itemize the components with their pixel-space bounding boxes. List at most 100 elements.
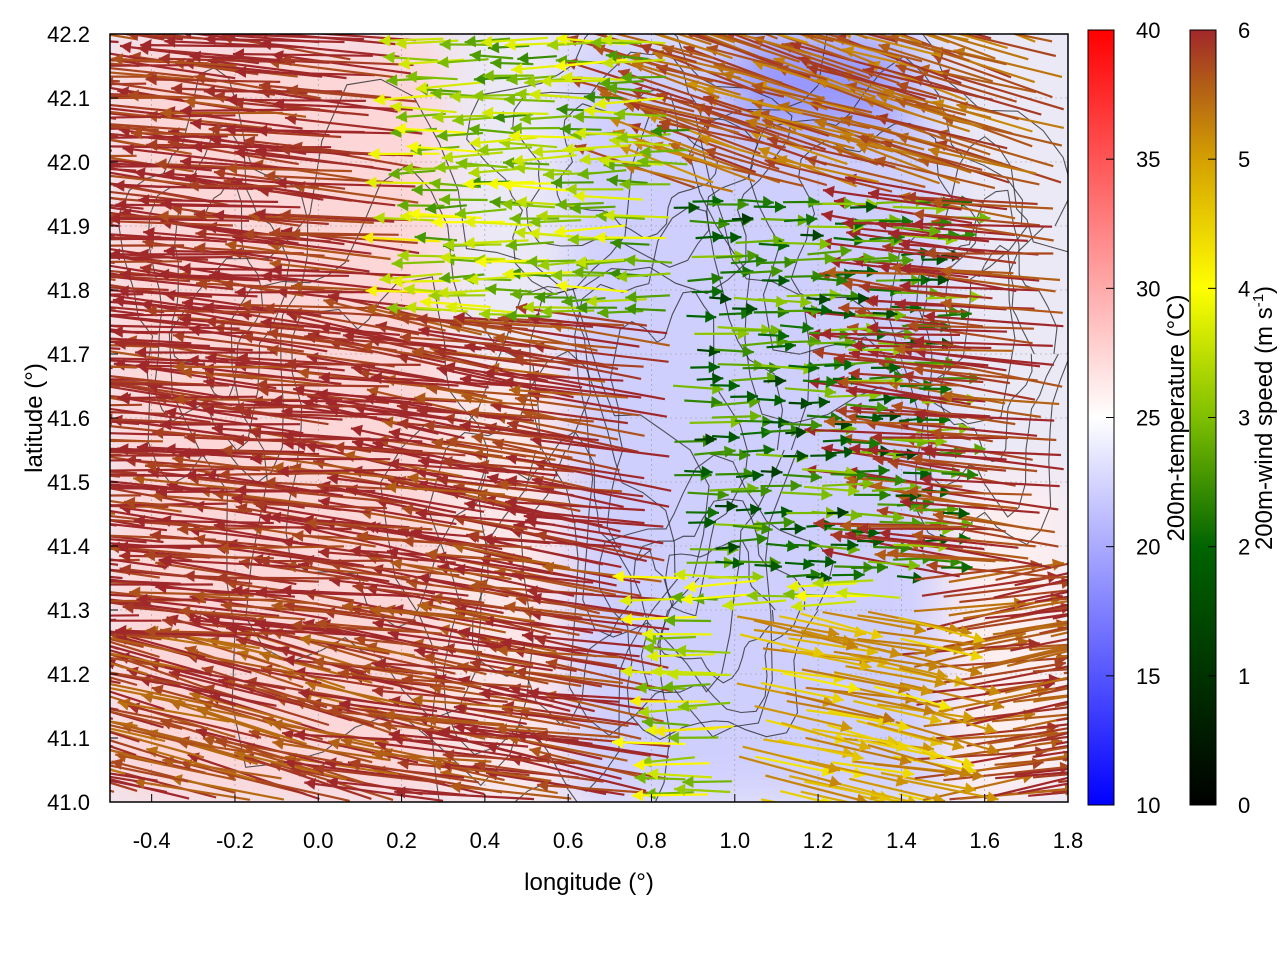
wind-vector <box>807 245 852 258</box>
wind-vector <box>414 392 538 407</box>
wind-vector <box>644 787 694 800</box>
wind-vector <box>1052 614 1068 620</box>
wind-vector <box>399 331 530 348</box>
wind-vector <box>970 34 992 40</box>
wind-vector <box>904 191 1038 206</box>
wind-vector <box>1016 590 1068 604</box>
wind-vector <box>188 524 328 548</box>
wind-vector <box>812 576 874 589</box>
wind-vector <box>766 135 896 169</box>
wind-vector <box>110 633 124 636</box>
wind-vector <box>753 516 795 529</box>
wind-vector <box>1039 613 1068 620</box>
wind-vector <box>110 569 160 579</box>
wind-vector <box>984 776 1068 800</box>
wind-vector <box>624 254 673 267</box>
wind-vector <box>110 286 169 292</box>
y-tick-label: 41.0 <box>47 790 90 815</box>
wind-vector <box>1013 694 1068 703</box>
wind-vector <box>481 533 622 548</box>
wind-vector <box>930 196 1054 210</box>
wind-vector <box>110 94 139 97</box>
wind-vector <box>674 783 731 796</box>
wind-vector <box>497 478 622 493</box>
wind-vector <box>851 561 889 574</box>
wind-vector <box>781 647 872 671</box>
wind-vector <box>993 578 1068 599</box>
wind-vector <box>110 676 138 687</box>
wind-vector <box>110 34 137 41</box>
wind-vector <box>779 790 830 802</box>
wind-vector <box>899 262 1040 282</box>
wind-vector <box>512 354 644 368</box>
wind-vector <box>110 630 206 659</box>
wind-vector <box>493 332 617 350</box>
wind-vector <box>133 514 274 527</box>
wind-vector <box>1011 746 1068 758</box>
wind-vector <box>459 420 599 442</box>
wind-vector <box>110 653 211 691</box>
wind-vector <box>1014 767 1068 776</box>
wind-vector <box>418 455 558 477</box>
wind-vector <box>337 668 466 690</box>
wind-vector <box>631 789 709 802</box>
wind-vector <box>684 396 723 409</box>
wind-vector <box>204 316 341 335</box>
wind-vector <box>707 198 749 211</box>
wind-vector <box>872 453 1007 472</box>
wind-vector <box>110 154 137 158</box>
wind-vector <box>468 123 515 136</box>
wind-vector <box>879 527 1019 549</box>
wind-vector <box>117 285 258 298</box>
wind-vector <box>1018 782 1068 795</box>
wind-vector <box>867 474 907 487</box>
wind-vector <box>232 48 373 61</box>
wind-vector <box>496 644 620 659</box>
wind-vector <box>110 695 136 706</box>
wind-vector <box>789 252 836 265</box>
wind-vector <box>110 114 236 119</box>
wind-vector <box>804 396 830 409</box>
wind-vector <box>240 406 377 419</box>
colorbar-tick-label: 30 <box>1136 276 1160 301</box>
wind-vector <box>116 541 258 554</box>
wind-vector <box>390 557 512 581</box>
wind-vector <box>789 40 921 81</box>
wind-vector <box>133 167 273 192</box>
wind-vector <box>411 694 531 710</box>
wind-vector <box>599 77 645 90</box>
wind-vector <box>603 209 670 222</box>
wind-vector <box>715 249 759 262</box>
wind-vector <box>527 687 668 702</box>
wind-vector <box>921 34 950 44</box>
wind-vector <box>110 64 193 67</box>
wind-vector <box>526 255 576 268</box>
wind-vector <box>387 458 527 475</box>
wind-vector <box>110 672 159 685</box>
wind-vector <box>425 714 548 731</box>
wind-vector <box>283 757 423 781</box>
wind-vector <box>226 622 366 637</box>
wind-vector <box>984 608 1068 620</box>
wind-vector <box>900 778 999 802</box>
wind-vector <box>110 781 138 792</box>
wind-vector <box>611 736 686 749</box>
wind-vector <box>907 319 1034 332</box>
wind-vector <box>526 585 665 601</box>
wind-vector <box>1052 597 1068 602</box>
wind-vector <box>641 716 690 729</box>
y-axis-ticks: 41.0 41.1 41.2 41.3 41.4 41.5 41.6 41.7 41.8 41.9… <box>47 22 118 815</box>
wind-vector <box>456 157 508 170</box>
wind-vector <box>653 725 734 738</box>
y-tick-label: 41.3 <box>47 598 90 623</box>
wind-vector <box>685 34 784 66</box>
wind-vector <box>739 633 825 658</box>
wind-vector <box>293 729 434 743</box>
wind-vector <box>394 123 467 135</box>
wind-vector <box>942 507 970 520</box>
wind-vector <box>258 80 392 99</box>
wind-vector <box>629 695 708 708</box>
wind-vector <box>110 110 162 119</box>
wind-vector <box>855 309 906 322</box>
wind-vector <box>697 345 721 357</box>
